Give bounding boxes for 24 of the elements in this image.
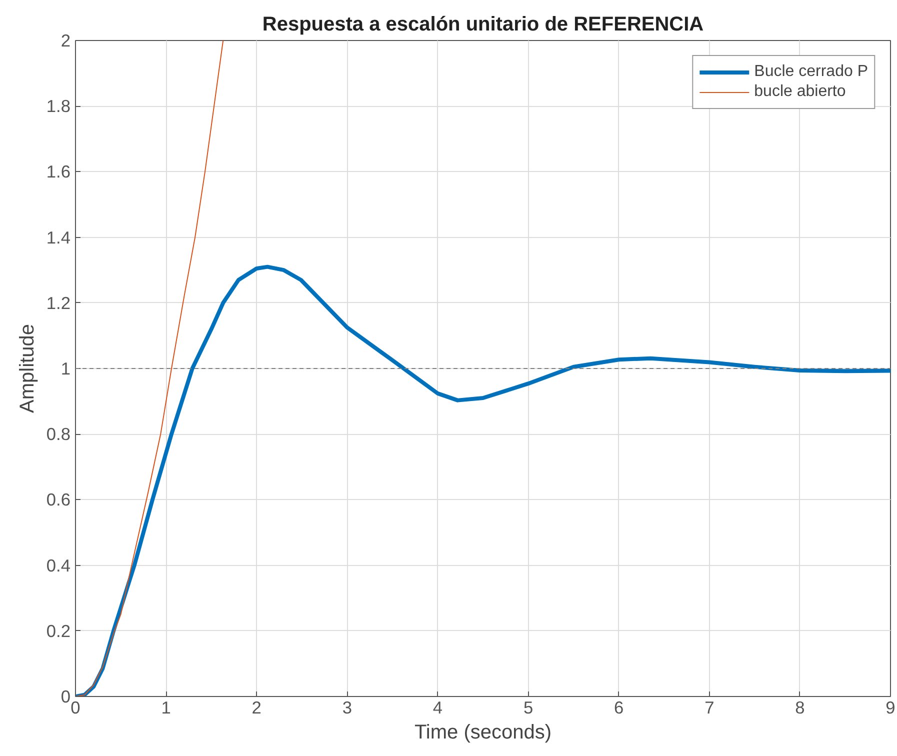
x-tick-label: 7 — [704, 698, 714, 718]
x-tick-label: 6 — [614, 698, 624, 718]
y-tick-label: 1 — [60, 358, 71, 378]
legend-label: Bucle cerrado P — [754, 63, 868, 81]
y-tick-label: 2 — [60, 30, 71, 50]
y-tick-label: 0.4 — [46, 555, 71, 576]
x-tick-label: 5 — [523, 698, 534, 718]
x-tick-label: 9 — [886, 698, 896, 718]
y-axis-title: Amplitude — [16, 324, 38, 413]
x-axis-title: Time (seconds) — [414, 722, 552, 744]
y-tick-label: 1.4 — [46, 227, 71, 248]
y-tick-label: 0.2 — [46, 620, 71, 641]
legend-label: bucle abierto — [754, 83, 846, 101]
y-tick-label: 0.8 — [46, 424, 71, 444]
x-tick-label: 1 — [161, 698, 171, 718]
chart-title: Respuesta a escalón unitario de REFERENCIA — [262, 14, 704, 36]
x-tick-label: 3 — [342, 698, 352, 718]
y-tick-label: 0.6 — [46, 490, 71, 510]
y-tick-label: 1.8 — [46, 96, 71, 116]
x-tick-label: 4 — [432, 698, 443, 718]
x-tick-label: 8 — [795, 698, 805, 718]
x-tick-label: 2 — [252, 698, 262, 718]
y-tick-label: 1.2 — [46, 292, 71, 313]
y-tick-label: 1.6 — [46, 162, 71, 182]
